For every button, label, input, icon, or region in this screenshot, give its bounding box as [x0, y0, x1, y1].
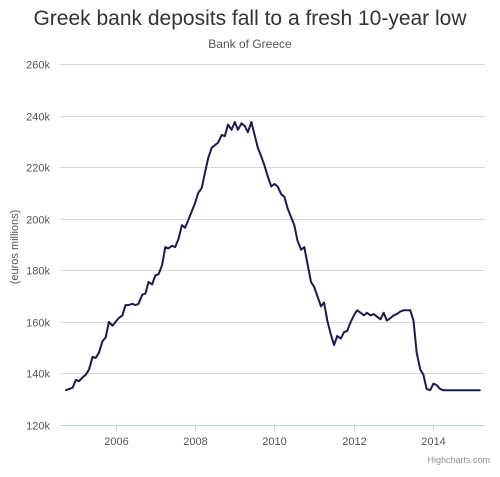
chart-subtitle: Bank of Greece	[208, 37, 292, 51]
x-tick-label: 2010	[262, 436, 286, 448]
chart-title: Greek bank deposits fall to a fresh 10-y…	[33, 7, 467, 30]
y-tick-label: 200k	[26, 215, 50, 227]
series-layer	[65, 121, 481, 392]
x-tick-label: 2012	[342, 436, 366, 448]
y-tick-label: 240k	[26, 112, 50, 124]
y-tick-label: 140k	[26, 369, 50, 381]
chart-credits[interactable]: Highcharts.com	[427, 455, 490, 465]
x-axis-tick-labels: 2006 2008 2010 2012 2014	[104, 425, 446, 448]
x-tick-label: 2006	[104, 436, 128, 448]
y-axis-label: (euros millions)	[9, 210, 21, 285]
y-tick-label: 220k	[26, 163, 50, 175]
y-axis-tick-labels: 120k 140k 160k 180k 200k 220k 240k 260k	[26, 60, 50, 433]
y-tick-label: 160k	[26, 318, 50, 330]
y-tick-label: 180k	[26, 266, 50, 278]
y-tick-label: 120k	[26, 421, 50, 433]
series-line[interactable]	[65, 121, 481, 392]
y-tick-label: 260k	[26, 60, 50, 72]
x-tick-label: 2014	[421, 436, 445, 448]
x-tick-label: 2008	[183, 436, 207, 448]
grid-lines	[60, 64, 485, 374]
